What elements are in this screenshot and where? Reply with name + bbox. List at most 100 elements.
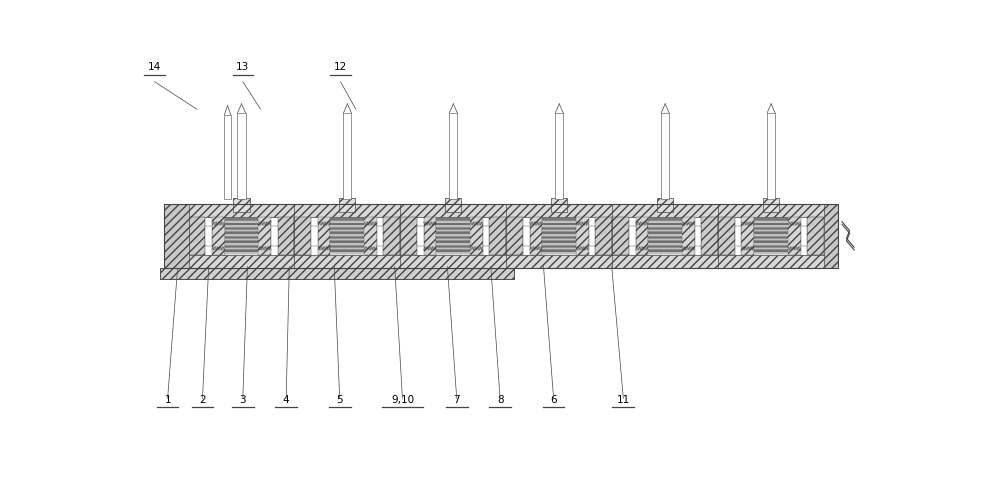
Bar <box>489 216 506 255</box>
Bar <box>542 232 576 234</box>
Text: 6: 6 <box>550 395 557 405</box>
Bar <box>258 216 271 255</box>
Bar <box>523 226 530 246</box>
Bar <box>436 243 470 245</box>
Bar <box>330 241 364 242</box>
Text: 9,10: 9,10 <box>391 395 414 405</box>
Text: 2: 2 <box>199 395 206 405</box>
Bar <box>436 239 470 240</box>
Text: 4: 4 <box>283 395 290 405</box>
Bar <box>542 252 576 254</box>
Bar <box>225 221 258 223</box>
Bar <box>555 113 563 199</box>
Bar <box>576 216 589 255</box>
Bar <box>225 237 258 238</box>
Bar <box>754 232 788 234</box>
Bar <box>330 243 364 245</box>
Bar <box>542 228 576 229</box>
Bar <box>225 232 258 234</box>
Bar <box>542 226 576 227</box>
Text: 11: 11 <box>617 395 630 405</box>
Bar <box>160 268 514 278</box>
Bar <box>294 216 311 255</box>
Text: 12: 12 <box>334 62 347 72</box>
Bar <box>682 216 695 255</box>
Bar <box>542 243 576 245</box>
Bar <box>225 246 258 247</box>
Bar <box>648 221 682 223</box>
Bar <box>807 216 824 255</box>
Bar <box>436 221 470 223</box>
Bar <box>648 248 682 249</box>
Bar <box>237 113 246 199</box>
Bar <box>648 218 682 254</box>
Bar <box>339 198 355 212</box>
Bar <box>530 216 542 255</box>
Bar <box>788 216 801 255</box>
Bar <box>330 221 364 223</box>
Bar <box>330 246 364 247</box>
Bar <box>542 230 576 231</box>
Bar <box>189 216 205 255</box>
Bar <box>648 246 682 247</box>
Bar <box>424 216 436 255</box>
Bar <box>225 218 258 254</box>
Bar <box>542 250 576 252</box>
Bar <box>436 234 470 236</box>
Bar <box>754 246 788 247</box>
Bar <box>589 226 595 246</box>
Bar <box>754 219 788 220</box>
Bar <box>483 226 489 246</box>
Bar <box>754 241 788 242</box>
Bar <box>436 228 470 229</box>
Bar <box>278 216 294 255</box>
Bar <box>436 226 470 227</box>
Bar <box>400 216 417 255</box>
Bar <box>330 228 364 229</box>
Bar <box>542 246 576 247</box>
Bar <box>225 248 258 249</box>
Bar <box>271 226 278 246</box>
Bar <box>436 230 470 231</box>
Bar <box>436 223 470 225</box>
Bar <box>718 216 735 255</box>
Bar <box>330 226 364 227</box>
Bar <box>701 216 718 255</box>
Bar <box>661 113 669 199</box>
Bar <box>801 226 807 246</box>
Bar <box>330 230 364 231</box>
Bar <box>330 252 364 254</box>
Bar <box>436 252 470 254</box>
Text: 7: 7 <box>453 395 460 405</box>
Bar <box>648 232 682 234</box>
Bar <box>330 248 364 249</box>
Bar <box>436 232 470 234</box>
Bar <box>636 216 648 255</box>
Bar <box>648 243 682 245</box>
Bar <box>648 223 682 225</box>
Bar <box>436 248 470 249</box>
Bar <box>311 226 318 246</box>
Bar <box>763 198 779 212</box>
Bar <box>470 216 483 255</box>
Bar <box>330 239 364 240</box>
Bar <box>754 226 788 227</box>
Bar <box>330 250 364 252</box>
Text: 14: 14 <box>148 62 161 72</box>
Bar <box>754 230 788 231</box>
Bar <box>225 239 258 240</box>
Bar <box>735 226 741 246</box>
Bar <box>330 237 364 238</box>
Bar <box>648 219 682 220</box>
Bar <box>164 204 838 268</box>
Text: 5: 5 <box>336 395 343 405</box>
Text: 1: 1 <box>164 395 171 405</box>
Bar <box>612 216 629 255</box>
Bar <box>648 252 682 254</box>
Bar <box>318 216 330 255</box>
Bar <box>233 198 250 212</box>
Bar <box>164 255 838 268</box>
Bar <box>225 234 258 236</box>
Bar <box>225 223 258 225</box>
Bar <box>754 228 788 229</box>
